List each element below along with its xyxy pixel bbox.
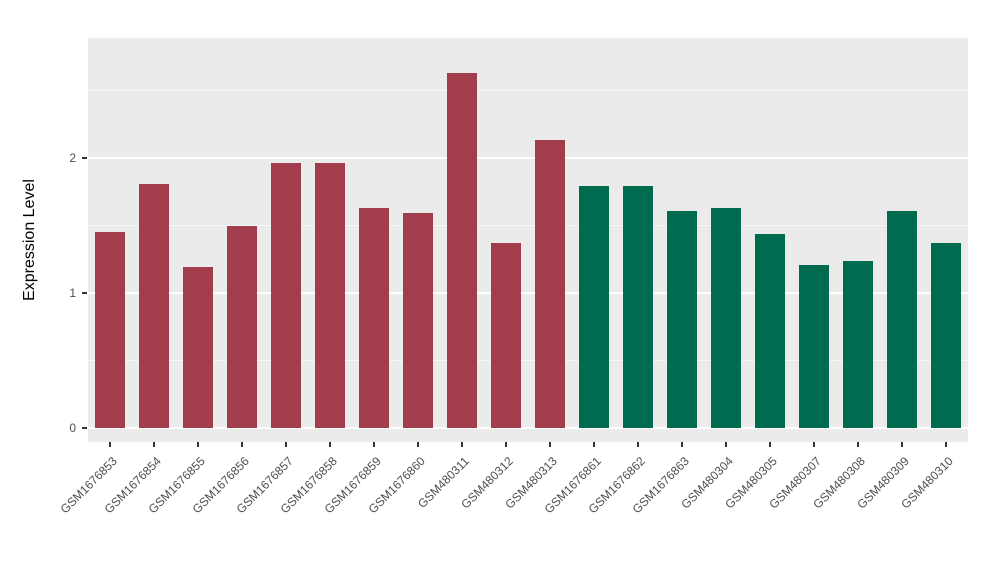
bar-GSM1676856 [227, 225, 257, 428]
x-tick-mark [593, 442, 595, 447]
bar-GSM480312 [491, 243, 521, 428]
bar-GSM480313 [535, 140, 565, 428]
x-tick-mark [901, 442, 903, 447]
x-tick-mark [549, 442, 551, 447]
gridline-minor [88, 90, 968, 91]
bar-GSM480311 [447, 72, 477, 428]
gridline-major [88, 292, 968, 294]
bar-GSM1676854 [139, 183, 169, 428]
y-tick-label: 0 [69, 421, 76, 435]
y-tick-label: 1 [69, 286, 76, 300]
x-tick-mark [857, 442, 859, 447]
bar-GSM480308 [843, 260, 873, 428]
bar-GSM1676857 [271, 163, 301, 428]
gridline-major [88, 427, 968, 429]
bar-GSM1676862 [623, 186, 653, 428]
gridline-minor [88, 360, 968, 361]
x-tick-mark [417, 442, 419, 447]
x-tick-mark [285, 442, 287, 447]
bar-GSM1676861 [579, 186, 609, 428]
x-tick-mark [769, 442, 771, 447]
y-tick-mark [82, 427, 87, 429]
y-tick-label: 2 [69, 151, 76, 165]
x-tick-mark [945, 442, 947, 447]
x-tick-mark [813, 442, 815, 447]
x-tick-mark [725, 442, 727, 447]
x-tick-mark [637, 442, 639, 447]
bar-GSM1676863 [667, 210, 697, 428]
x-tick-mark [197, 442, 199, 447]
bar-GSM480309 [887, 210, 917, 428]
plot-panel [88, 38, 968, 442]
x-tick-label: GSM480310 [898, 454, 956, 512]
bar-GSM480307 [799, 264, 829, 428]
y-tick-mark [82, 292, 87, 294]
bar-GSM480305 [755, 233, 785, 428]
x-tick-mark [241, 442, 243, 447]
x-tick-mark [153, 442, 155, 447]
bar-GSM480304 [711, 207, 741, 428]
x-tick-mark [329, 442, 331, 447]
x-tick-mark [373, 442, 375, 447]
x-tick-mark [461, 442, 463, 447]
gridline-minor [88, 225, 968, 226]
x-tick-mark [681, 442, 683, 447]
gridline-major [88, 157, 968, 159]
bar-GSM1676855 [183, 267, 213, 428]
bar-GSM1676858 [315, 163, 345, 428]
bar-GSM1676860 [403, 213, 433, 428]
bar-GSM1676853 [95, 232, 125, 428]
bar-GSM480310 [931, 243, 961, 428]
bar-GSM1676859 [359, 207, 389, 428]
y-tick-mark [82, 157, 87, 159]
y-axis-title: Expression Level [21, 179, 38, 301]
x-tick-mark [505, 442, 507, 447]
x-tick-mark [109, 442, 111, 447]
